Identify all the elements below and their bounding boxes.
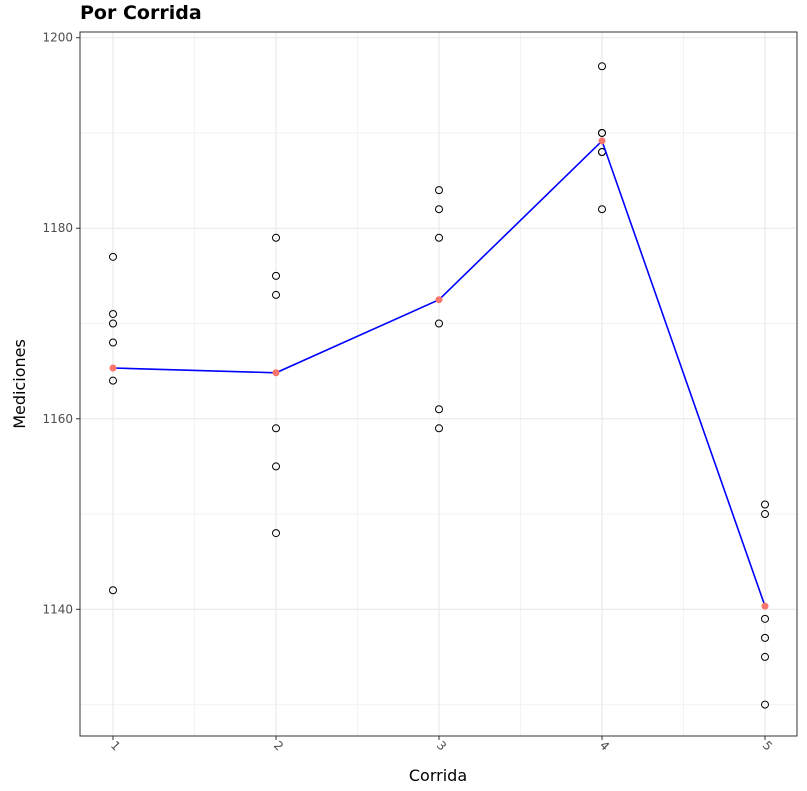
y-tick-label: 1200 bbox=[42, 31, 73, 45]
data-point bbox=[435, 233, 443, 242]
data-point bbox=[109, 338, 117, 347]
data-point bbox=[272, 462, 280, 471]
data-point bbox=[761, 652, 769, 661]
data-point bbox=[109, 376, 117, 385]
data-point bbox=[272, 271, 280, 280]
data-point bbox=[435, 186, 443, 195]
x-tick-label: 2 bbox=[271, 738, 286, 753]
data-point bbox=[272, 290, 280, 299]
data-point bbox=[598, 205, 606, 214]
mean-point bbox=[761, 602, 769, 610]
mean-point bbox=[435, 296, 443, 304]
data-point bbox=[109, 252, 117, 261]
y-axis-label: Mediciones bbox=[10, 339, 29, 429]
x-tick-label: 1 bbox=[108, 738, 123, 753]
mean-point bbox=[109, 364, 117, 372]
data-point bbox=[598, 128, 606, 137]
x-axis-label: Corrida bbox=[409, 766, 467, 785]
y-tick-label: 1140 bbox=[42, 602, 73, 616]
data-point bbox=[109, 309, 117, 318]
data-point bbox=[435, 319, 443, 328]
chart-title: Por Corrida bbox=[80, 2, 202, 24]
data-point bbox=[761, 510, 769, 519]
mean-point bbox=[598, 137, 606, 145]
data-point bbox=[272, 233, 280, 242]
data-point bbox=[761, 700, 769, 709]
x-tick-label: 5 bbox=[760, 738, 775, 753]
data-point bbox=[435, 405, 443, 414]
data-point bbox=[435, 424, 443, 433]
x-tick-label: 3 bbox=[434, 738, 449, 753]
data-point bbox=[435, 205, 443, 214]
data-point bbox=[761, 500, 769, 509]
data-point bbox=[109, 586, 117, 595]
data-point bbox=[761, 614, 769, 623]
y-tick-label: 1180 bbox=[42, 221, 73, 235]
data-point bbox=[598, 62, 606, 71]
mean-point bbox=[272, 369, 280, 377]
x-tick-label: 4 bbox=[597, 738, 612, 753]
data-point bbox=[761, 633, 769, 642]
data-point bbox=[109, 319, 117, 328]
data-point bbox=[272, 529, 280, 538]
data-point bbox=[272, 424, 280, 433]
y-tick-label: 1160 bbox=[42, 412, 73, 426]
